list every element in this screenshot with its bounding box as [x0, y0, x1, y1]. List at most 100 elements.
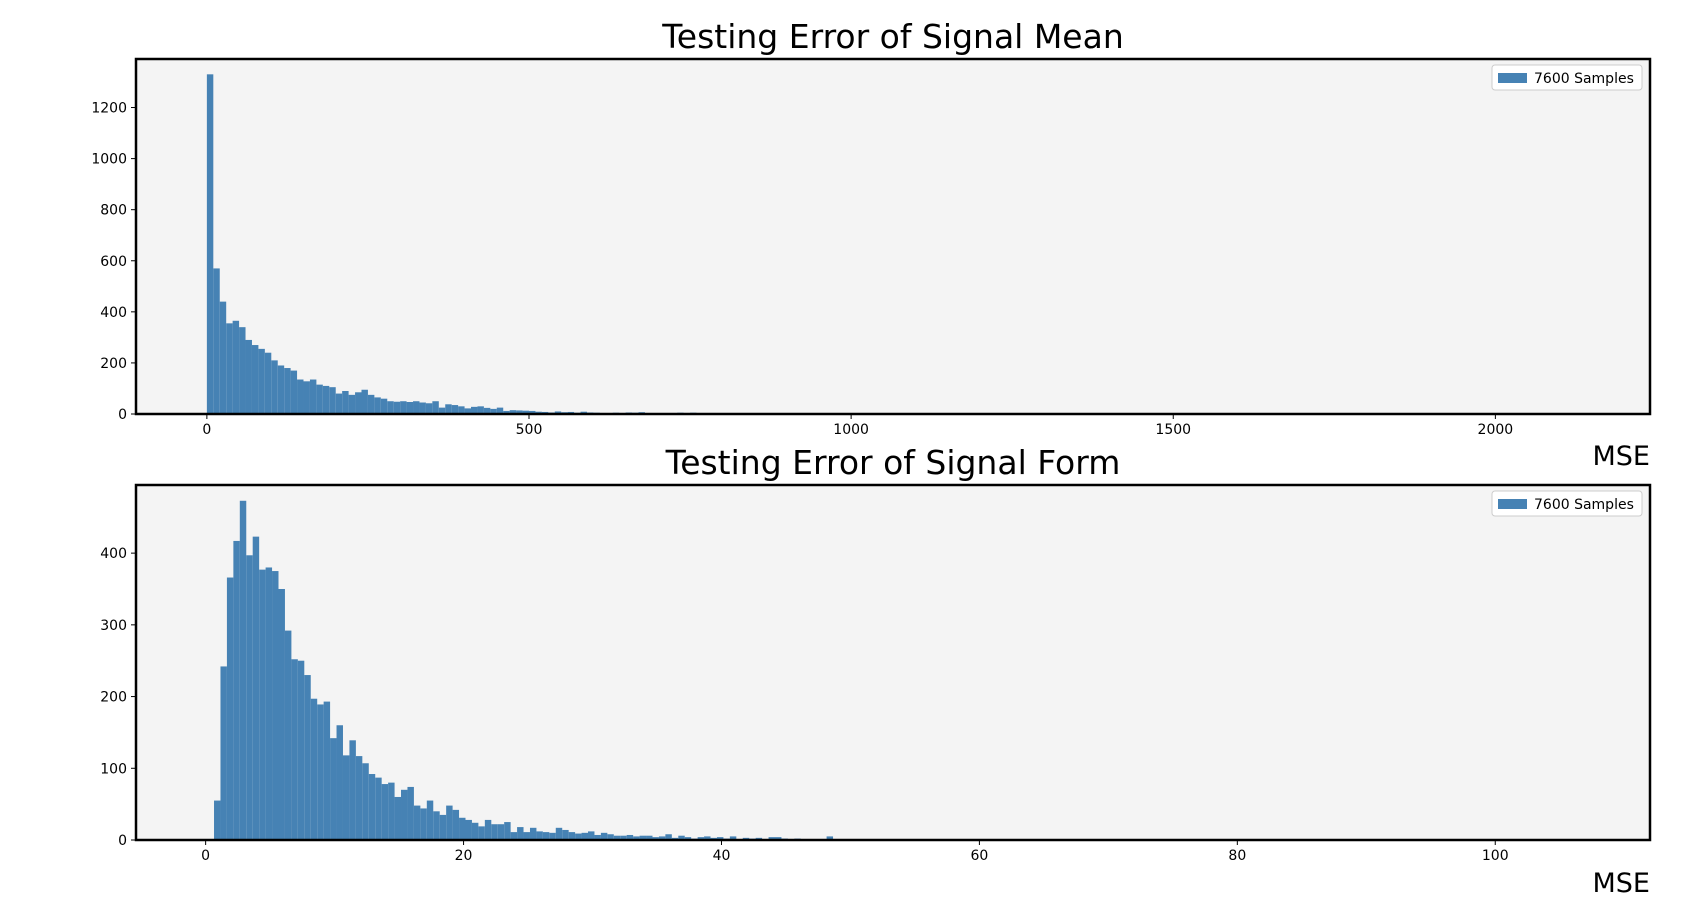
histogram-bar — [419, 402, 426, 414]
histogram-bar — [433, 811, 440, 840]
x-tick-label: 0 — [201, 848, 210, 864]
histogram-bar — [471, 822, 479, 840]
x-tick-label: 0 — [202, 422, 211, 438]
histogram-bar — [562, 829, 569, 840]
y-tick-label: 1000 — [91, 152, 127, 168]
histogram-bar — [393, 401, 401, 414]
histogram-bar — [633, 836, 640, 840]
histogram-bar — [309, 379, 317, 414]
histogram-bar — [284, 368, 291, 414]
histogram-bar — [388, 782, 395, 840]
histogram-bar — [716, 837, 724, 840]
histogram-bar — [522, 410, 529, 414]
histogram-bar — [329, 387, 336, 414]
histogram-bar — [613, 835, 621, 840]
histogram-bar — [484, 819, 492, 840]
histogram-bar — [496, 407, 504, 414]
histogram-bar — [381, 784, 389, 840]
histogram-bar — [394, 796, 402, 840]
histogram-bar — [568, 832, 576, 840]
histogram-bar — [620, 835, 627, 840]
histogram-bar — [335, 393, 343, 414]
histogram-bar — [214, 800, 221, 840]
x-tick-label: 100 — [1482, 848, 1509, 864]
histogram-bar — [317, 704, 324, 840]
histogram-bar — [251, 345, 259, 414]
histogram-bar — [439, 814, 447, 840]
histogram-bar — [607, 834, 614, 840]
chart-title: Testing Error of Signal Mean — [661, 17, 1124, 56]
histogram-bar — [304, 675, 311, 840]
x-tick-label: 1500 — [1155, 422, 1191, 438]
histogram-bar — [387, 401, 394, 414]
histogram-bar — [704, 836, 711, 840]
histogram-bar — [446, 805, 453, 840]
histogram-bar — [232, 320, 240, 414]
x-tick-label: 80 — [1228, 848, 1246, 864]
histogram-bar — [362, 763, 369, 840]
histogram-bar — [277, 365, 285, 414]
y-tick-label: 0 — [118, 833, 127, 849]
plot-area — [136, 485, 1650, 840]
histogram-bar — [336, 725, 343, 840]
histogram-bar — [426, 800, 434, 840]
histogram-bar — [652, 837, 659, 840]
x-tick-label: 1000 — [833, 422, 869, 438]
histogram-bar — [575, 833, 582, 840]
histogram-bar — [478, 826, 485, 840]
histogram-bar — [826, 836, 834, 840]
histogram-bar — [246, 555, 253, 840]
histogram-bar — [504, 822, 511, 840]
histogram-bar — [348, 394, 356, 414]
histogram-bar — [330, 738, 337, 840]
histogram-bar — [465, 819, 472, 840]
plot-area — [136, 59, 1650, 414]
histogram-bar — [272, 571, 279, 840]
histogram-bar — [529, 410, 536, 414]
histogram-bar — [342, 755, 350, 840]
histogram-bar — [768, 837, 775, 840]
histogram-bar — [284, 630, 292, 840]
histogram-bar — [536, 831, 543, 840]
histogram-bar — [259, 569, 266, 840]
histogram-bar — [529, 827, 537, 840]
chart-title: Testing Error of Signal Form — [665, 443, 1121, 482]
histogram-bar — [413, 401, 420, 414]
histogram-bar — [555, 827, 563, 840]
histogram-bar — [542, 832, 550, 840]
histogram-bar — [432, 401, 439, 414]
histogram-bar — [290, 370, 298, 414]
histogram-bar — [361, 389, 368, 414]
histogram-bar — [239, 500, 247, 840]
histogram-bar — [477, 406, 484, 414]
histogram-bar — [509, 410, 517, 414]
histogram-bar — [639, 835, 647, 840]
histogram-bar — [375, 777, 382, 840]
histogram-bar — [349, 740, 356, 840]
histogram-bar — [425, 403, 433, 414]
histogram-bar — [678, 835, 685, 840]
histogram-bar — [245, 339, 252, 414]
histogram-bar — [316, 384, 323, 414]
y-tick-label: 600 — [100, 254, 127, 270]
histogram-bar — [258, 348, 265, 414]
histogram-bar — [438, 407, 446, 414]
legend: 7600 Samples — [1491, 64, 1643, 91]
histogram-bar — [600, 832, 608, 840]
histogram-bar — [367, 394, 375, 414]
histogram-bar — [355, 756, 363, 840]
histogram-bar — [380, 398, 388, 414]
histogram-bar — [355, 392, 362, 414]
histogram-bar — [297, 379, 304, 414]
histogram-bar — [206, 74, 214, 414]
histogram-bar — [471, 406, 478, 414]
histogram-bar — [451, 405, 459, 414]
histogram-bar — [401, 789, 408, 840]
histogram-bar — [626, 834, 634, 840]
bars — [214, 500, 904, 840]
legend-label: 7600 Samples — [1534, 71, 1634, 87]
histogram-bar — [226, 323, 233, 414]
histogram-bar — [594, 834, 601, 840]
legend-swatch — [1498, 499, 1527, 509]
